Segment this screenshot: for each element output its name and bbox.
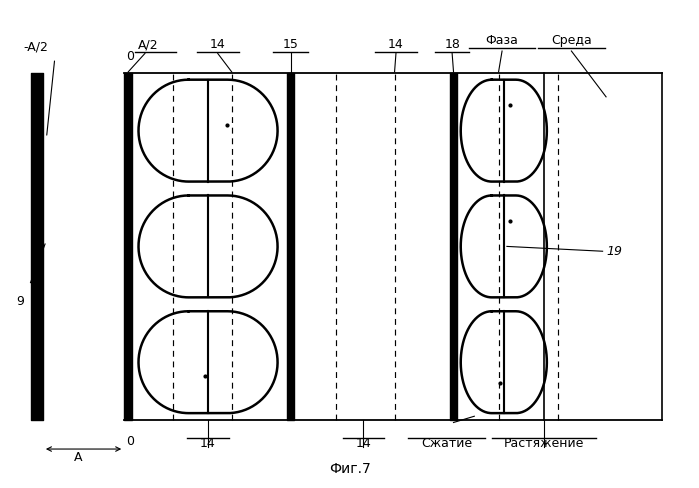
- Text: Фаза: Фаза: [486, 34, 519, 47]
- Text: A: A: [73, 451, 82, 465]
- Text: 19: 19: [606, 245, 622, 258]
- Text: 9: 9: [16, 295, 24, 308]
- Text: 0: 0: [126, 50, 134, 63]
- Text: 14: 14: [388, 38, 404, 51]
- Text: 14: 14: [210, 38, 226, 51]
- Text: 0: 0: [126, 435, 134, 447]
- Text: Фиг.7: Фиг.7: [329, 462, 370, 476]
- Text: Сжатие: Сжатие: [421, 437, 472, 450]
- Text: 18: 18: [444, 38, 460, 51]
- Text: 14: 14: [200, 437, 216, 450]
- Text: A/2: A/2: [138, 38, 159, 51]
- Text: -A/2: -A/2: [24, 41, 48, 53]
- Text: 14: 14: [356, 437, 371, 450]
- Text: 15: 15: [282, 38, 298, 51]
- Text: Растяжение: Растяжение: [503, 437, 584, 450]
- Text: Среда: Среда: [551, 34, 592, 47]
